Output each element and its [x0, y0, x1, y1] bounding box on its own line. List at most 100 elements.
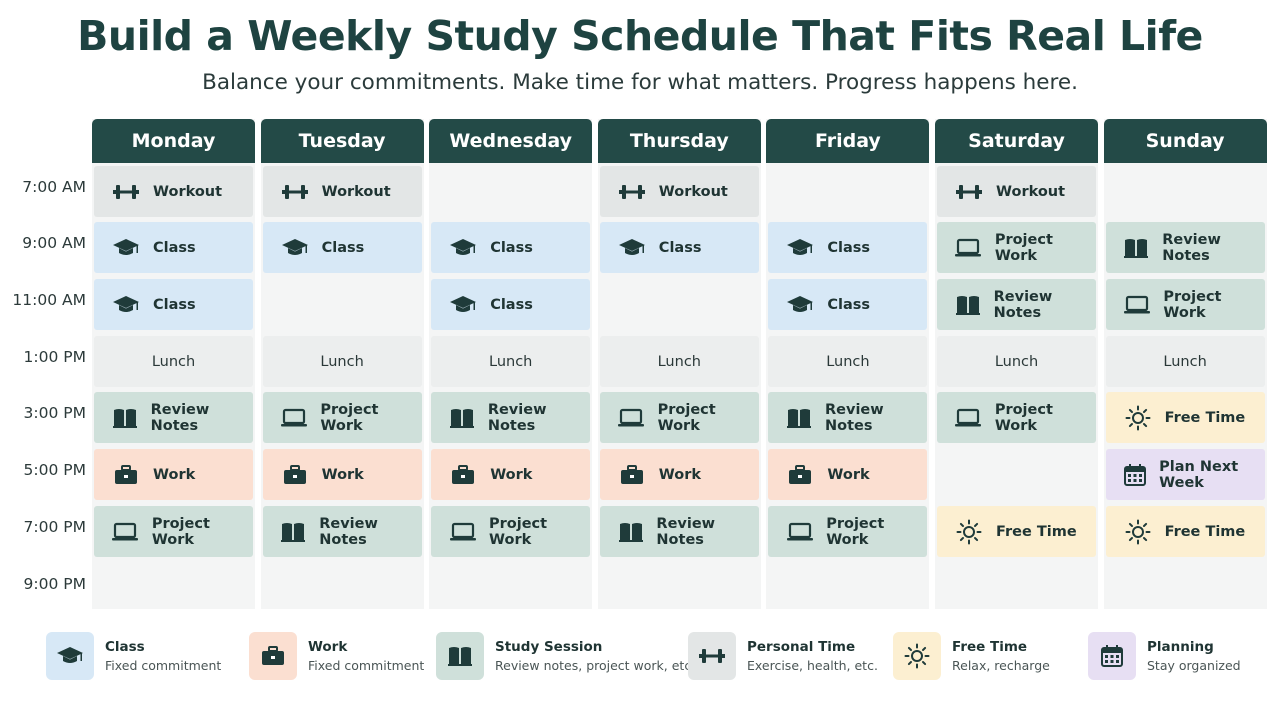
briefcase-icon: [111, 463, 141, 487]
schedule-block-lunch[interactable]: Lunch: [94, 336, 253, 387]
day-header: Monday: [92, 119, 255, 163]
schedule-block-study[interactable]: Review Notes: [768, 392, 928, 443]
block-label: Lunch: [826, 353, 870, 370]
schedule-block-class[interactable]: Class: [94, 222, 253, 273]
block-label: Workout: [996, 183, 1066, 200]
block-label: Review Notes: [487, 401, 547, 434]
empty-slot: [600, 279, 759, 330]
sun-icon: [1123, 519, 1153, 544]
schedule-block-lunch[interactable]: Lunch: [937, 336, 1096, 387]
block-label: Workout: [658, 183, 728, 200]
day-column-tuesday: Tuesday Workout Class Lunch Project Work Work…: [260, 119, 424, 609]
empty-slot: [937, 563, 1096, 614]
schedule-block-lunch[interactable]: Lunch: [599, 336, 759, 387]
schedule-block-free[interactable]: Free Time: [1105, 506, 1265, 557]
block-label: Lunch: [1163, 353, 1207, 370]
schedule-block-study[interactable]: Review Notes: [431, 392, 591, 443]
block-label: Class: [153, 239, 196, 256]
book-icon: [111, 406, 139, 430]
schedule-block-work[interactable]: Work: [768, 449, 928, 500]
briefcase-icon: [785, 463, 815, 487]
empty-slot: [1106, 563, 1265, 614]
schedule-block-study[interactable]: Project Work: [94, 506, 253, 557]
dumbbell-icon: [280, 180, 310, 204]
schedule-block-study[interactable]: Project Work: [599, 392, 759, 443]
empty-slot: [1106, 166, 1265, 217]
sun-icon: [1123, 405, 1153, 430]
laptop-icon: [1123, 293, 1152, 317]
schedule-block-lunch[interactable]: Lunch: [431, 336, 591, 387]
schedule-block-personal[interactable]: Workout: [937, 166, 1096, 217]
schedule-block-class[interactable]: Class: [262, 222, 422, 273]
block-label: Class: [827, 296, 871, 313]
block-label: Class: [490, 296, 533, 313]
block-label: Review Notes: [319, 515, 378, 548]
schedule-block-work[interactable]: Work: [599, 449, 759, 500]
legend-item-work: Work Fixed commitment: [249, 632, 424, 680]
empty-slot: [768, 166, 927, 217]
empty-slot: [431, 166, 590, 217]
schedule-block-work[interactable]: Work: [94, 449, 253, 500]
schedule-block-personal[interactable]: Workout: [94, 166, 253, 217]
time-label: 7:00 PM: [23, 518, 86, 536]
laptop-icon: [280, 406, 309, 430]
legend-description: Review notes, project work, etc.: [495, 658, 696, 673]
schedule-block-plan[interactable]: Plan Next Week: [1105, 449, 1265, 500]
schedule-block-personal[interactable]: Workout: [262, 166, 422, 217]
schedule-block-lunch[interactable]: Lunch: [768, 336, 928, 387]
book-icon: [436, 632, 484, 680]
schedule-block-work[interactable]: Work: [262, 449, 422, 500]
schedule-block-class[interactable]: Class: [94, 279, 253, 330]
schedule-block-study[interactable]: Review Notes: [599, 506, 759, 557]
schedule-block-lunch[interactable]: Lunch: [1105, 336, 1265, 387]
block-label: Class: [490, 239, 533, 256]
schedule-block-class[interactable]: Class: [768, 279, 928, 330]
schedule-block-class[interactable]: Class: [431, 279, 591, 330]
schedule-block-class[interactable]: Class: [768, 222, 928, 273]
page-title: Build a Weekly Study Schedule That Fits …: [77, 12, 1203, 60]
legend-item-personal: Personal Time Exercise, health, etc.: [688, 632, 878, 680]
empty-slot: [431, 563, 590, 614]
laptop-icon: [448, 520, 477, 544]
schedule-block-study[interactable]: Project Work: [768, 506, 928, 557]
time-label: 11:00 AM: [12, 291, 86, 309]
sun-icon: [954, 519, 984, 544]
schedule-block-study[interactable]: Project Work: [937, 392, 1096, 443]
empty-slot: [263, 279, 422, 330]
laptop-icon: [954, 406, 983, 430]
legend-description: Exercise, health, etc.: [747, 658, 878, 673]
block-label: Project Work: [320, 401, 379, 434]
schedule-block-free[interactable]: Free Time: [937, 506, 1096, 557]
sun-icon: [893, 632, 941, 680]
legend-description: Stay organized: [1147, 658, 1241, 673]
block-label: Workout: [153, 183, 223, 200]
briefcase-icon: [249, 632, 297, 680]
schedule-block-class[interactable]: Class: [431, 222, 591, 273]
schedule-block-study[interactable]: Project Work: [937, 222, 1096, 273]
schedule-block-lunch[interactable]: Lunch: [262, 336, 422, 387]
legend-name: Free Time: [952, 639, 1028, 655]
legend-item-free: Free Time Relax, recharge: [893, 632, 1050, 680]
block-label: Free Time: [996, 523, 1077, 540]
schedule-block-personal[interactable]: Workout: [599, 166, 759, 217]
block-label: Project Work: [489, 515, 548, 548]
schedule-block-class[interactable]: Class: [599, 222, 759, 273]
dumbbell-icon: [688, 632, 736, 680]
schedule-block-study[interactable]: Review Notes: [1105, 222, 1265, 273]
schedule-block-study[interactable]: Review Notes: [262, 506, 422, 557]
graduation-cap-icon: [448, 293, 478, 317]
schedule-block-study[interactable]: Project Work: [262, 392, 422, 443]
schedule-block-work[interactable]: Work: [431, 449, 591, 500]
schedule-block-study[interactable]: Project Work: [431, 506, 591, 557]
block-label: Review Notes: [825, 401, 884, 434]
empty-slot: [937, 449, 1096, 500]
day-header: Friday: [766, 119, 930, 163]
legend-name: Personal Time: [747, 639, 856, 655]
day-header: Wednesday: [429, 119, 593, 163]
day-header: Saturday: [935, 119, 1098, 163]
day-column-wednesday: Wednesday Class Class Lunch Review Notes Work…: [429, 119, 593, 609]
schedule-block-study[interactable]: Review Notes: [937, 279, 1096, 330]
schedule-block-free[interactable]: Free Time: [1105, 392, 1265, 443]
schedule-block-study[interactable]: Review Notes: [94, 392, 253, 443]
schedule-block-study[interactable]: Project Work: [1105, 279, 1265, 330]
